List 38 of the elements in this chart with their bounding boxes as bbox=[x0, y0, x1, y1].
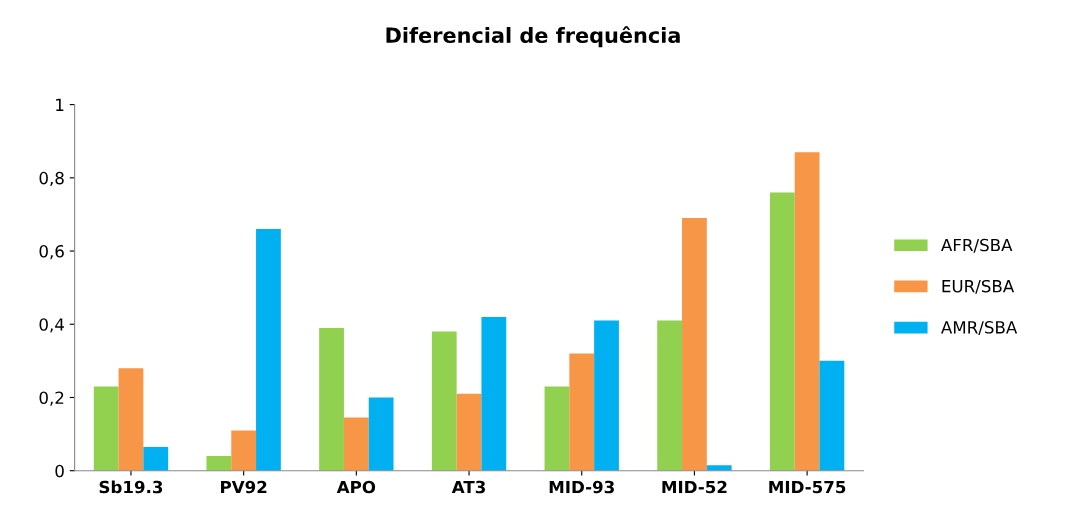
bar bbox=[206, 456, 232, 471]
x-tick-label: AT3 bbox=[451, 480, 485, 494]
bar bbox=[256, 229, 281, 471]
x-tick-label: MID-93 bbox=[549, 480, 614, 494]
legend-label: AFR/SBA bbox=[941, 238, 1013, 253]
bar bbox=[93, 386, 119, 471]
bar bbox=[368, 397, 394, 471]
bar bbox=[594, 320, 619, 471]
legend-label: EUR/SBA bbox=[942, 279, 1015, 294]
y-tick-label: 0 bbox=[55, 464, 64, 478]
bar bbox=[319, 327, 344, 471]
x-tick-label: Sb19.3 bbox=[99, 480, 163, 494]
x-tick-label: MID-575 bbox=[769, 480, 846, 494]
bar bbox=[143, 446, 169, 471]
x-tick-label: MID-52 bbox=[662, 480, 727, 494]
bar bbox=[819, 360, 845, 471]
bar bbox=[682, 218, 707, 471]
bar bbox=[794, 152, 820, 471]
bar bbox=[657, 320, 683, 471]
bar bbox=[118, 368, 144, 471]
bar bbox=[456, 393, 482, 471]
y-tick-label: 0,2 bbox=[39, 391, 64, 406]
y-tick-label: 1 bbox=[56, 98, 64, 111]
bar bbox=[481, 316, 507, 471]
y-tick-label: 0,8 bbox=[39, 171, 64, 187]
bar bbox=[431, 331, 457, 471]
y-tick-label: 0,4 bbox=[39, 318, 64, 333]
bar bbox=[569, 353, 595, 471]
bar bbox=[343, 417, 369, 471]
bar bbox=[706, 465, 732, 471]
legend-label: AMR/SBA bbox=[941, 321, 1018, 335]
bar bbox=[231, 430, 257, 471]
x-tick-label: APO bbox=[336, 480, 376, 494]
chart-title: Diferencial de frequência bbox=[386, 26, 680, 48]
bar bbox=[769, 192, 795, 471]
y-tick-label: 0,6 bbox=[39, 245, 64, 260]
bar bbox=[544, 386, 570, 471]
x-tick-label: PV92 bbox=[221, 480, 267, 494]
